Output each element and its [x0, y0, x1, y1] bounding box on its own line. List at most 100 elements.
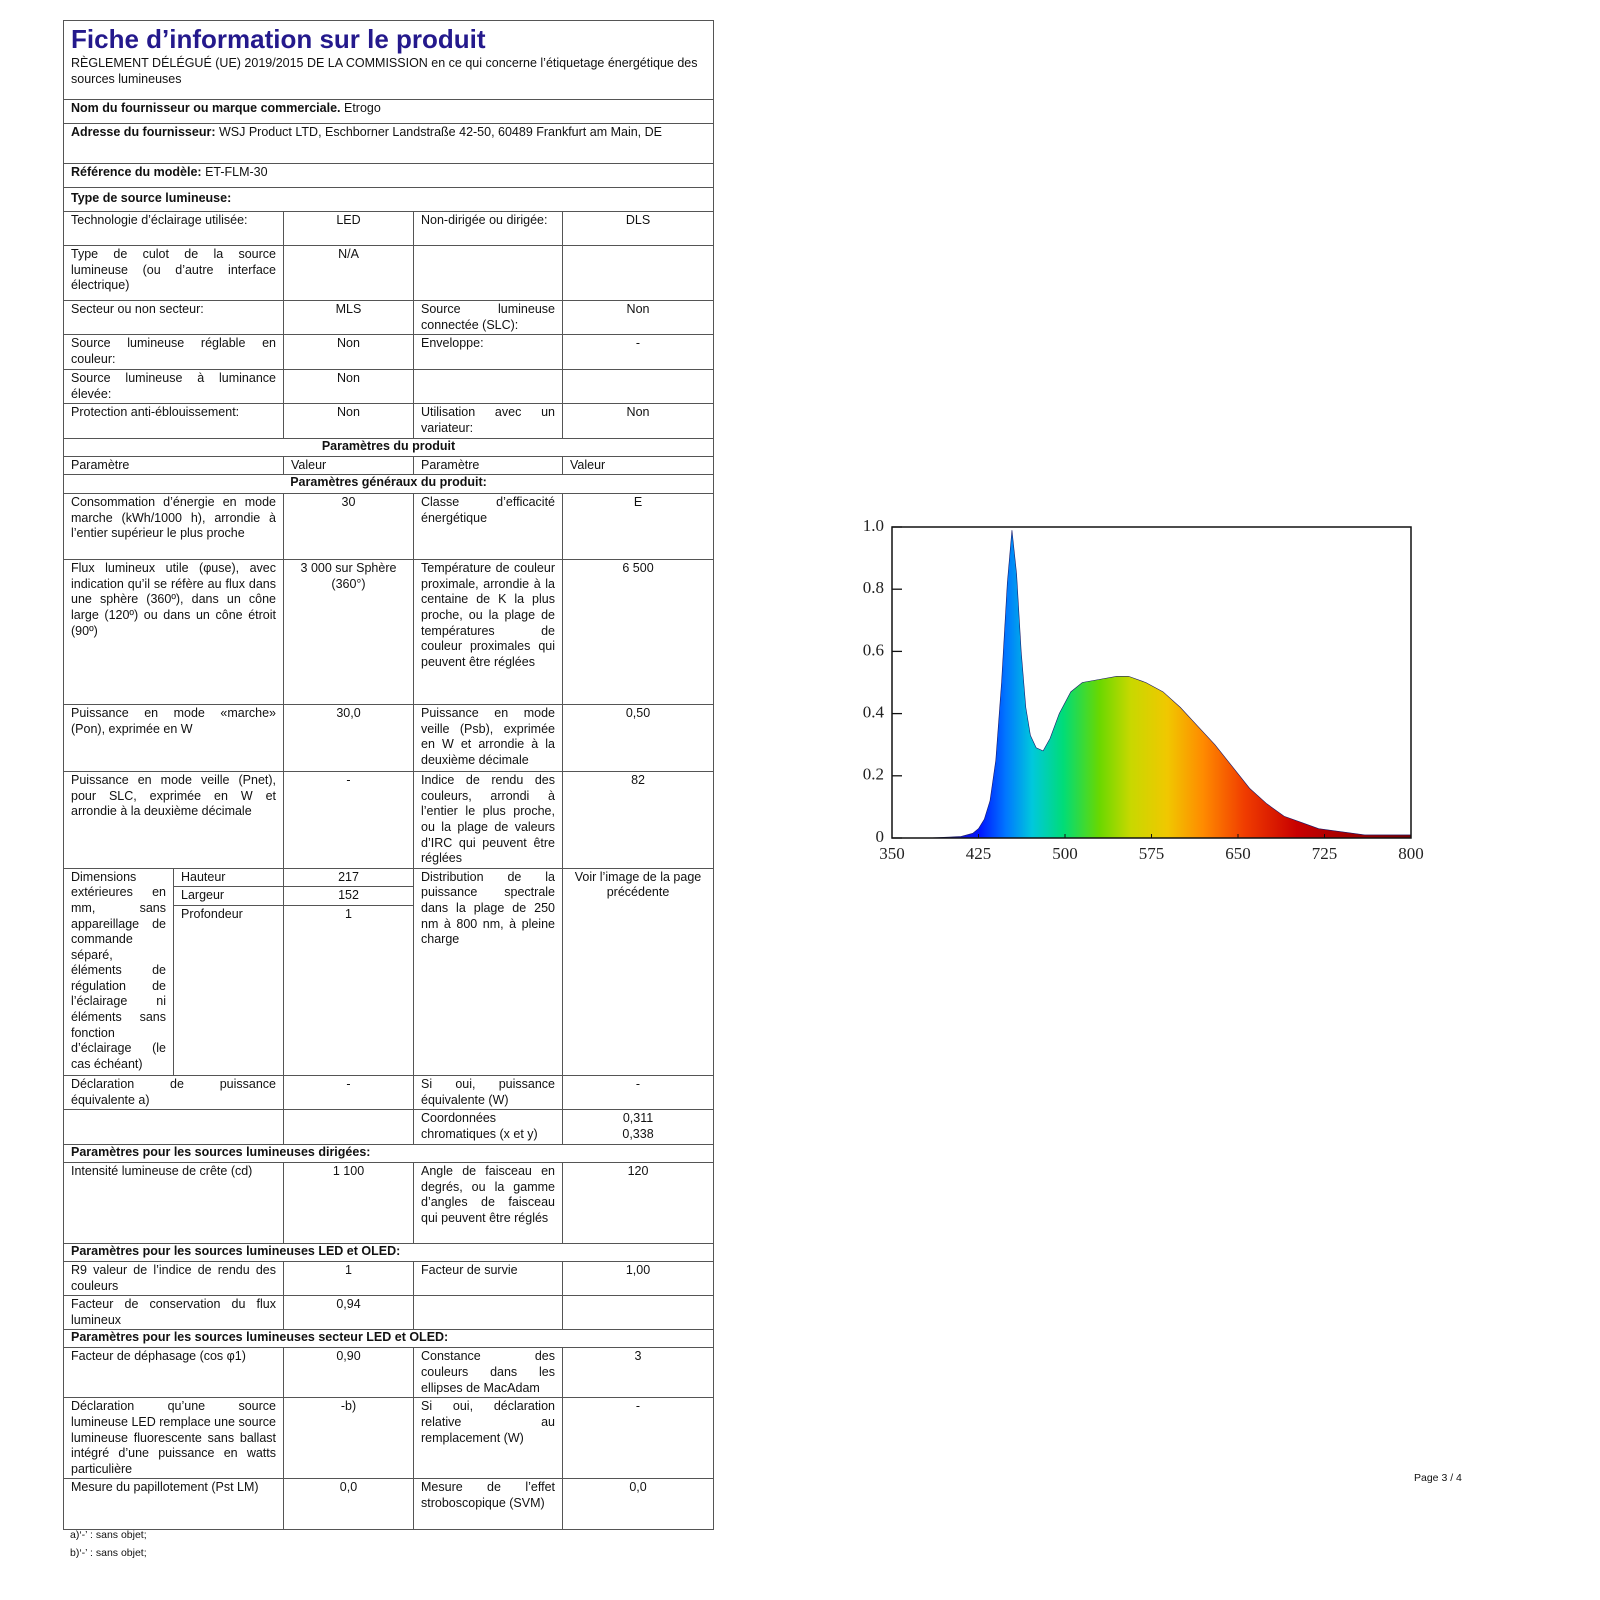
- table-cell: Coordonnées chromatiques (x et y): [413, 1109, 563, 1146]
- footnotes: a)‘-’ : sans objet; b)‘-’ : sans objet;: [70, 1526, 147, 1562]
- table-row: Déclaration de puissance équivalente a) -…: [63, 1074, 715, 1111]
- table-cell: Source lumineuse à luminance élevée:: [63, 369, 284, 405]
- table-cell: Distribution de la puissance spectrale d…: [413, 867, 563, 1076]
- table-cell: Flux lumineux utile (φuse), avec indicat…: [63, 559, 284, 706]
- empty-cell: [413, 245, 563, 301]
- section-heading: Paramètres pour les sources lumineuses s…: [62, 1329, 715, 1349]
- model-row: Référence du modèle: ET-FLM-30: [62, 163, 715, 188]
- table-row: Protection anti-éblouissement: Non Utilisa…: [63, 403, 715, 439]
- table-row: Puissance en mode «marche» (Pon), exprim…: [63, 704, 715, 773]
- x-tick-label: 725: [1312, 844, 1338, 863]
- empty-cell: [561, 1295, 715, 1331]
- empty-cell: [63, 1109, 284, 1146]
- table-cell: N/A: [283, 245, 414, 301]
- y-tick-label: 0.8: [863, 578, 884, 597]
- footnote: b)‘-’ : sans objet;: [70, 1547, 147, 1559]
- table-row: Profondeur 1: [64, 904, 714, 1076]
- table-row: Flux lumineux utile (φuse), avec indicat…: [63, 559, 715, 706]
- table-cell: Profondeur: [173, 904, 284, 1076]
- table-cell: Enveloppe:: [413, 334, 563, 371]
- table-cell: 0,311 0,338: [561, 1109, 715, 1146]
- table-cell: Non: [561, 403, 715, 439]
- section-heading: Paramètres pour les sources lumineuses d…: [62, 1144, 715, 1164]
- table-cell: 82: [561, 771, 715, 869]
- x-tick-label: 650: [1225, 844, 1251, 863]
- heading: Type de source lumineuse:: [62, 187, 715, 212]
- table-cell: Consommation d’énergie en mode marche (k…: [63, 493, 284, 561]
- table-cell: 1: [283, 1261, 414, 1297]
- table-cell: LED: [283, 211, 414, 246]
- empty-cell: [413, 369, 563, 405]
- table-row: Source lumineuse à luminance élevée: Non: [63, 369, 715, 405]
- table-cell: Hauteur: [173, 867, 284, 888]
- label: Nom du fournisseur ou marque commerciale…: [71, 101, 341, 115]
- address-row: Adresse du fournisseur: WSJ Product LTD,…: [62, 123, 715, 164]
- table-cell: Indice de rendu des couleurs, arrondi à …: [413, 771, 563, 869]
- table-cell: Non-dirigée ou dirigée:: [413, 211, 563, 246]
- footnote: a)‘-’ : sans objet;: [70, 1529, 147, 1541]
- table-row: Source lumineuse réglable en couleur: Non…: [63, 334, 715, 371]
- table-cell: Puissance en mode «marche» (Pon), exprim…: [63, 704, 284, 773]
- table-cell: R9 valeur de l’indice de rendu des coule…: [63, 1261, 284, 1297]
- table-cell: E: [561, 493, 715, 561]
- table-cell: Facteur de conservation du flux lumineux: [63, 1295, 284, 1331]
- table-cell: 1,00: [561, 1261, 715, 1297]
- table-row: Intensité lumineuse de crête (cd) 1 100 An…: [63, 1162, 715, 1245]
- value: ET-FLM-30: [205, 165, 268, 179]
- table-cell: 217: [283, 867, 414, 888]
- table-cell: Angle de faisceau en degrés, ou la gamme…: [413, 1162, 563, 1245]
- table-cell: Voir l’image de la page précédente: [561, 867, 715, 1076]
- table-cell: 0,0: [283, 1478, 414, 1531]
- table-cell: Non: [283, 334, 414, 371]
- table-row: Paramètres pour les sources lumineuses L…: [62, 1243, 715, 1263]
- table-row: R9 valeur de l’indice de rendu des coule…: [63, 1261, 715, 1297]
- table-cell: 30,0: [283, 704, 414, 773]
- table-row: Paramètres pour les sources lumineuses s…: [62, 1329, 715, 1349]
- table-cell: Utilisation avec un variateur:: [413, 403, 563, 439]
- table-cell: Paramètre: [413, 455, 563, 476]
- y-tick-label: 0.2: [863, 765, 884, 784]
- table-cell: Technologie d’éclairage utilisée:: [63, 211, 284, 246]
- x-tick-label: 350: [879, 844, 905, 863]
- table-cell: -: [561, 1074, 715, 1111]
- table-cell: -: [561, 1397, 715, 1480]
- table-cell: -: [283, 771, 414, 869]
- section-heading: Paramètres pour les sources lumineuses L…: [62, 1243, 715, 1263]
- value: WSJ Product LTD, Eschborner Landstraße 4…: [218, 125, 662, 139]
- table-cell: 3: [561, 1347, 715, 1399]
- table-cell: Mesure de l’effet stroboscopique (SVM): [413, 1478, 563, 1531]
- y-tick-label: 0: [876, 827, 885, 846]
- y-tick-label: 0.4: [863, 703, 885, 722]
- table-cell: Source lumineuse réglable en couleur:: [63, 334, 284, 371]
- address-cell: Adresse du fournisseur: WSJ Product LTD,…: [62, 123, 715, 164]
- section-heading: Paramètres du produit: [62, 437, 715, 457]
- table-row: Mesure du papillotement (Pst LM) 0,0 Mesur…: [63, 1478, 715, 1531]
- y-tick-label: 0.6: [863, 640, 884, 659]
- table-cell: 6 500: [561, 559, 715, 706]
- table-row: Consommation d’énergie en mode marche (k…: [63, 493, 715, 561]
- table-cell: Source lumineuse connectée (SLC):: [413, 299, 563, 336]
- table-cell: Facteur de déphasage (cos φ1): [63, 1347, 284, 1399]
- table-cell: DLS: [561, 211, 715, 246]
- table-cell: Type de culot de la source lumineuse (ou…: [63, 245, 284, 301]
- table-row: Paramètres du produit: [62, 437, 715, 457]
- spectrum-chart: 0 0.2 0.4 0.6 0.8 1.0 350 425 500 575 650 725 800: [863, 516, 1424, 863]
- table-row: Paramètres pour les sources lumineuses d…: [62, 1144, 715, 1164]
- x-tick-label: 800: [1398, 844, 1424, 863]
- supplier-cell: Nom du fournisseur ou marque commerciale…: [62, 99, 715, 124]
- table-row: Coordonnées chromatiques (x et y) 0,311 0,…: [63, 1109, 715, 1146]
- table-row: Type de culot de la source lumineuse (ou…: [63, 245, 715, 301]
- supplier-row: Nom du fournisseur ou marque commerciale…: [62, 99, 715, 124]
- table-cell: 1 100: [283, 1162, 414, 1245]
- table-cell: 0,0: [561, 1478, 715, 1531]
- table-cell: Protection anti-éblouissement:: [63, 403, 284, 439]
- table-row: Déclaration qu’une source lumineuse LED …: [63, 1397, 715, 1480]
- empty-cell: [561, 369, 715, 405]
- x-tick-label: 575: [1139, 844, 1165, 863]
- table-cell: MLS: [283, 299, 414, 336]
- table-row: Largeur 152: [64, 886, 714, 906]
- table-cell: 3 000 sur Sphère (360°): [283, 559, 414, 706]
- table-row: Dimensions extérieures en mm, sans appar…: [63, 867, 715, 1076]
